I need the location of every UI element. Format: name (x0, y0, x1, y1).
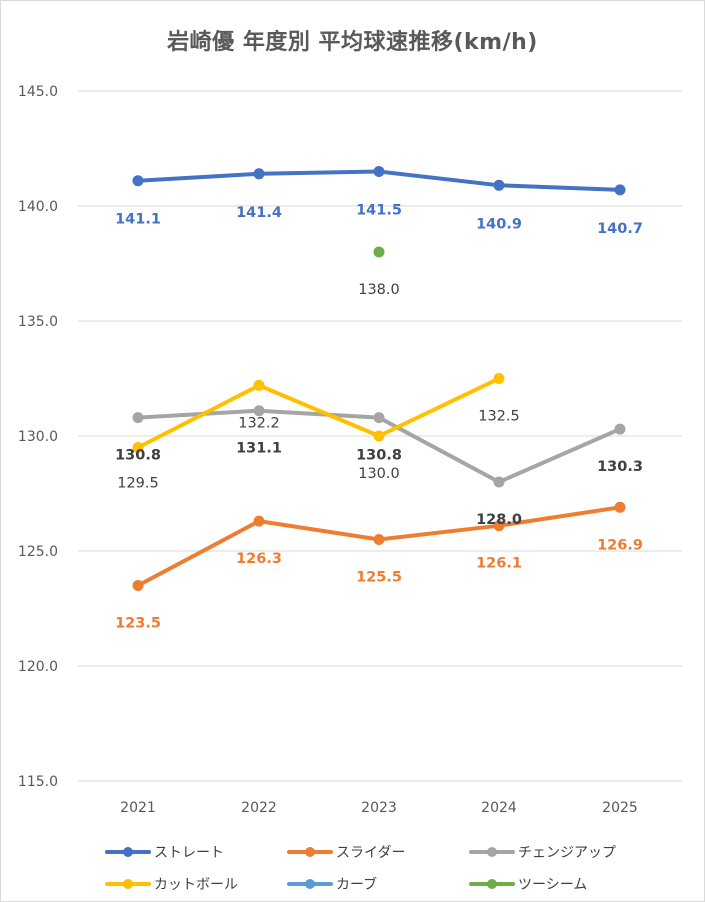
legend-label: カットボール (154, 877, 238, 893)
y-tick-label: 125.0 (18, 544, 58, 560)
series-layer (132, 166, 626, 591)
data-label: 126.9 (597, 537, 643, 553)
data-point (132, 175, 144, 187)
legend-label: カーブ (336, 876, 377, 893)
data-point (253, 405, 265, 417)
data-point (614, 423, 626, 435)
data-point (373, 412, 385, 424)
data-point (373, 246, 385, 258)
legend-marker (487, 847, 497, 857)
data-label: 132.2 (238, 415, 280, 431)
legend-label: ストレート (154, 845, 224, 861)
data-label: 125.5 (356, 570, 402, 586)
data-labels: 141.1 141.4 141.5 140.9 140.7 123.5 126.3 125.5… (115, 203, 643, 632)
data-label: 140.9 (476, 216, 522, 232)
data-label: 140.7 (597, 221, 643, 237)
data-label: 126.3 (236, 551, 282, 567)
legend-marker (305, 847, 315, 857)
x-tick-label: 2025 (602, 800, 638, 816)
series-line (136, 376, 501, 450)
x-tick-label: 2022 (241, 800, 277, 816)
x-tick-label: 2023 (361, 800, 397, 816)
data-point (253, 379, 265, 391)
data-point (373, 534, 385, 545)
data-point (373, 166, 385, 177)
data-label: 141.5 (356, 203, 402, 219)
y-axis-ticks: 145.0 140.0 135.0 130.0 125.0 120.0 115.0 (18, 84, 58, 790)
data-point (614, 184, 626, 196)
legend-label: チェンジアップ (518, 845, 616, 861)
chart-title: 岩崎優 年度別 平均球速推移(km/h) (167, 30, 538, 55)
legend-marker (123, 847, 133, 857)
data-point (493, 373, 505, 384)
data-label: 132.5 (478, 409, 520, 425)
legend-marker (487, 879, 497, 889)
y-tick-label: 115.0 (18, 774, 58, 790)
data-label: 141.1 (115, 212, 161, 228)
data-label: 130.8 (356, 448, 402, 464)
data-point (493, 476, 505, 488)
x-axis-ticks: 2021 2022 2023 2024 2025 (120, 800, 638, 816)
data-point (373, 430, 385, 442)
data-label: 130.3 (597, 459, 643, 475)
data-point (132, 580, 144, 591)
y-tick-label: 135.0 (18, 314, 58, 330)
legend-label: スライダー (336, 845, 405, 861)
legend-marker (305, 879, 315, 889)
x-tick-label: 2024 (481, 800, 517, 816)
data-label: 130.8 (115, 448, 161, 464)
data-label: 126.1 (476, 556, 522, 572)
y-tick-label: 140.0 (18, 199, 58, 215)
data-point (614, 501, 626, 513)
y-tick-label: 130.0 (18, 429, 58, 445)
gridlines (78, 90, 682, 782)
y-tick-label: 145.0 (18, 84, 58, 100)
data-point (132, 412, 144, 424)
data-label: 128.0 (476, 512, 522, 528)
legend-label: ツーシーム (518, 877, 587, 893)
data-label: 130.0 (358, 466, 400, 482)
data-point (493, 520, 505, 532)
data-point (253, 515, 265, 527)
y-tick-label: 120.0 (18, 659, 58, 675)
data-label: 131.1 (236, 441, 282, 457)
data-point (132, 442, 144, 453)
data-label: 123.5 (115, 616, 161, 632)
data-label: 129.5 (117, 476, 159, 492)
data-label: 141.4 (236, 205, 282, 221)
data-point (253, 168, 265, 180)
legend-marker (123, 879, 133, 889)
data-point (493, 179, 505, 191)
x-tick-label: 2021 (120, 800, 156, 816)
data-label: 138.0 (358, 282, 400, 298)
